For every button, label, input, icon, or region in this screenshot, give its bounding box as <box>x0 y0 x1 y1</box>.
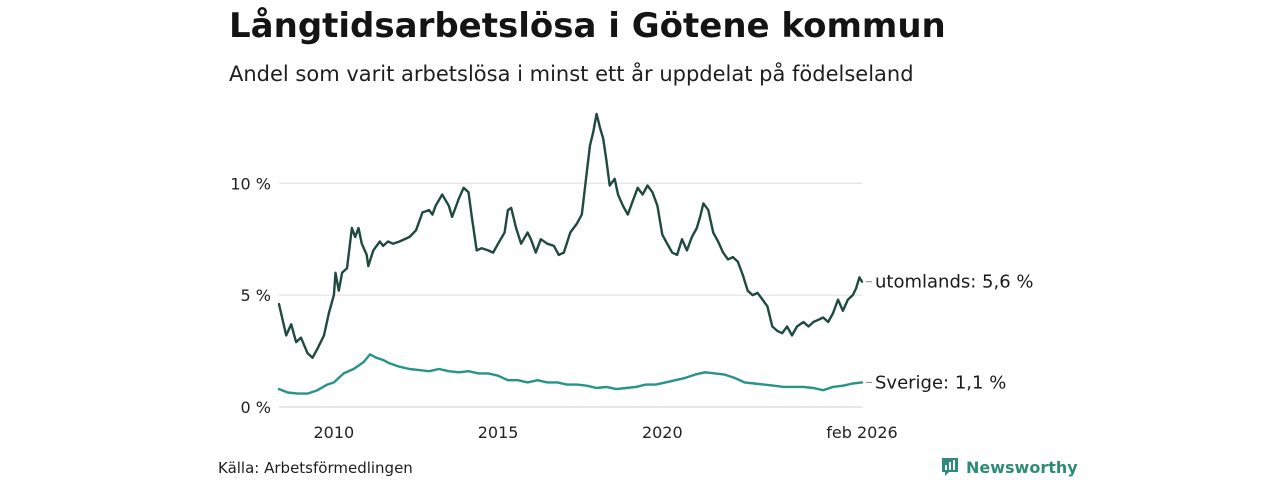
source-note: Källa: Arbetsförmedlingen <box>218 459 413 477</box>
series-line-sverige <box>277 353 864 395</box>
brand-logo: Newsworthy <box>940 456 1078 478</box>
x-axis-ticks: 2010 2015 2020 feb 2026 <box>313 423 897 442</box>
y-axis-ticks: 0 % 5 % 10 % <box>230 174 271 417</box>
y-tick-label: 5 % <box>241 286 271 305</box>
series-line-utomlands <box>277 112 864 359</box>
x-tick-label: 2015 <box>478 423 519 442</box>
y-tick-label: 0 % <box>241 398 271 417</box>
x-tick-label: 2020 <box>642 423 683 442</box>
end-label-sverige: Sverige: 1,1 % <box>875 372 1006 393</box>
x-tick-label: 2010 <box>313 423 354 442</box>
x-tick-label: feb 2026 <box>826 423 897 442</box>
chart-title: Långtidsarbetslösa i Götene kommun <box>229 6 946 46</box>
series-lines <box>277 112 864 395</box>
grid-lines <box>279 182 862 408</box>
newsworthy-logo-icon <box>942 458 958 476</box>
brand-name: Newsworthy <box>966 457 1078 477</box>
y-tick-label: 10 % <box>230 174 271 193</box>
end-label-utomlands: utomlands: 5,6 % <box>875 272 1034 293</box>
chart-subtitle: Andel som varit arbetslösa i minst ett å… <box>229 62 914 86</box>
end-labels: utomlands: 5,6 % Sverige: 1,1 % <box>866 272 1034 393</box>
